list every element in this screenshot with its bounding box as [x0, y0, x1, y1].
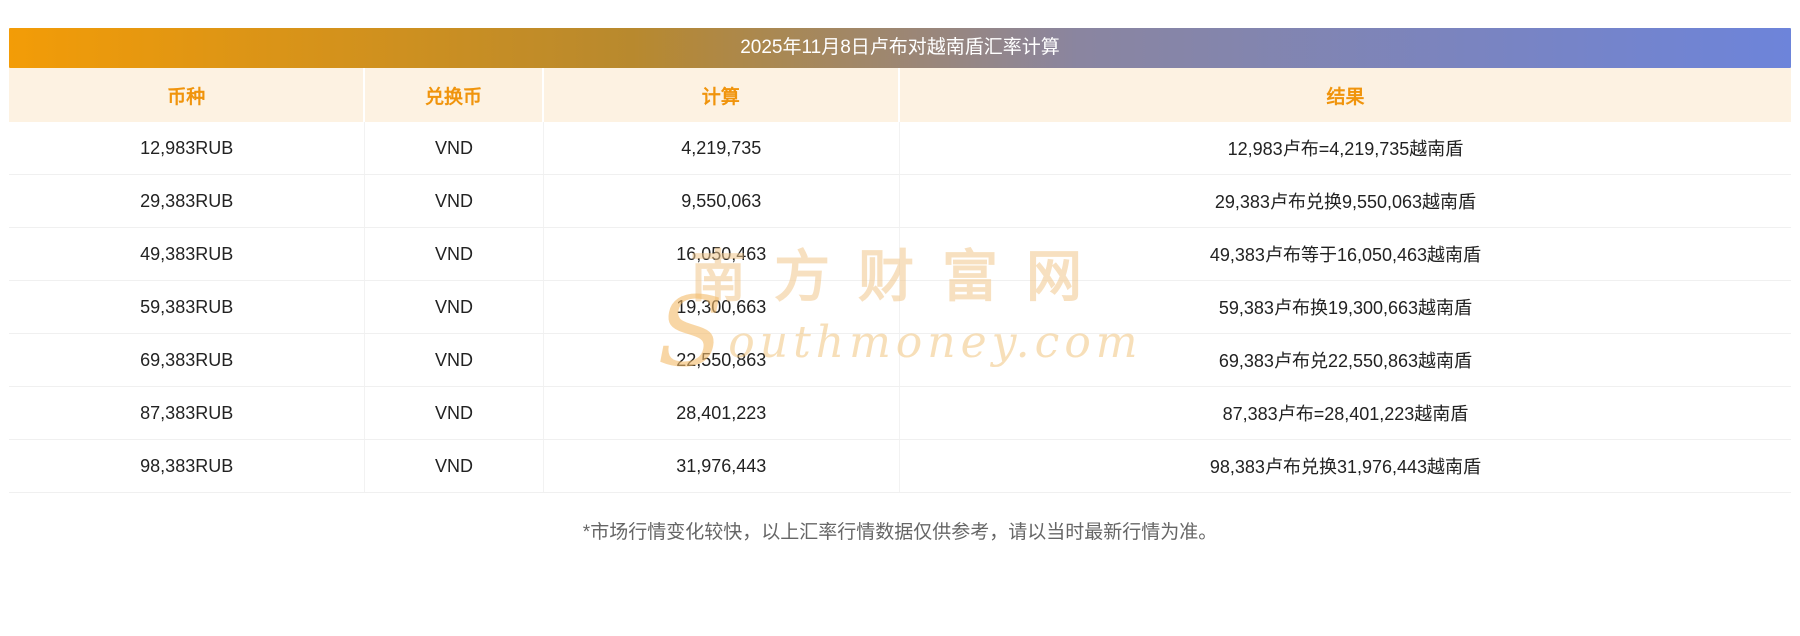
table-row: 29,383RUB VND 9,550,063 29,383卢布兑换9,550,… [9, 175, 1791, 228]
cell-result: 49,383卢布等于16,050,463越南盾 [1209, 245, 1482, 265]
cell-target: VND [365, 122, 544, 174]
table-row: 49,383RUB VND 16,050,463 49,383卢布等于16,05… [9, 228, 1791, 281]
column-header-target-currency: 兑换币 [365, 68, 544, 122]
cell-currency: 69,383RUB [9, 334, 366, 386]
cell-calculation: 22,550,863 [544, 334, 900, 386]
cell-calculation: 9,550,063 [544, 175, 900, 227]
disclaimer-note: *市场行情变化较快，以上汇率行情数据仅供参考，请以当时最新行情为准。 [582, 522, 1218, 543]
cell-result: 29,383卢布兑换9,550,063越南盾 [1214, 192, 1477, 212]
cell-calculation: 28,401,223 [544, 387, 900, 439]
cell-currency: 59,383RUB [9, 281, 366, 333]
cell-currency: 98,383RUB [9, 440, 366, 492]
cell-calculation: 4,219,735 [544, 122, 900, 174]
cell-currency: 29,383RUB [9, 175, 366, 227]
cell-target: VND [365, 281, 544, 333]
cell-calculation: 31,976,443 [544, 440, 900, 492]
cell-result: 87,383卢布=28,401,223越南盾 [1222, 404, 1469, 424]
cell-result: 59,383卢布换19,300,663越南盾 [1218, 298, 1473, 318]
table-row: 98,383RUB VND 31,976,443 98,383卢布兑换31,97… [9, 440, 1791, 493]
table-row: 69,383RUB VND 22,550,863 69,383卢布兑22,550… [9, 334, 1791, 387]
cell-calculation: 19,300,663 [544, 281, 900, 333]
cell-result: 12,983卢布=4,219,735越南盾 [1227, 139, 1464, 159]
column-header-calculation: 计算 [544, 68, 900, 122]
column-header-currency: 币种 [9, 68, 366, 122]
exchange-rate-table: 币种 兑换币 计算 结果 12,983RUB VND 4,219,735 12,… [9, 68, 1791, 493]
cell-calculation: 16,050,463 [544, 228, 900, 280]
table-row: 59,383RUB VND 19,300,663 59,383卢布换19,300… [9, 281, 1791, 334]
cell-currency: 87,383RUB [9, 387, 366, 439]
page-title: 2025年11月8日卢布对越南盾汇率计算 [9, 28, 1791, 68]
cell-result: 69,383卢布兑22,550,863越南盾 [1218, 351, 1473, 371]
cell-target: VND [365, 334, 544, 386]
table-row: 87,383RUB VND 28,401,223 87,383卢布=28,401… [9, 387, 1791, 440]
cell-target: VND [365, 175, 544, 227]
column-header-result: 结果 [1326, 86, 1365, 108]
cell-target: VND [365, 228, 544, 280]
cell-currency: 12,983RUB [9, 122, 366, 174]
cell-target: VND [365, 440, 544, 492]
table-row: 12,983RUB VND 4,219,735 12,983卢布=4,219,7… [9, 122, 1791, 175]
table-header-row: 币种 兑换币 计算 结果 [9, 68, 1791, 122]
cell-currency: 49,383RUB [9, 228, 366, 280]
cell-result: 98,383卢布兑换31,976,443越南盾 [1209, 457, 1482, 477]
cell-target: VND [365, 387, 544, 439]
